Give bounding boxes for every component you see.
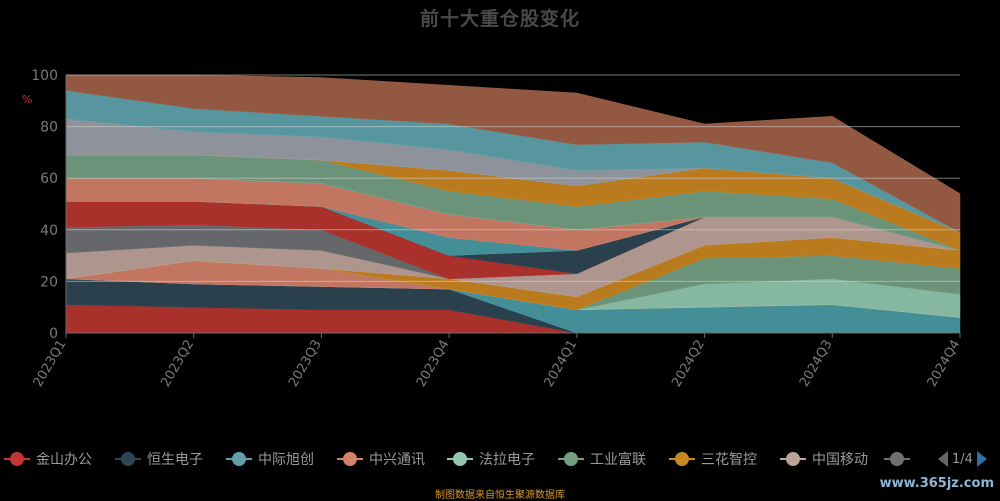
y-tick-label: 0 bbox=[49, 326, 58, 342]
x-tick-label: 2023Q2 bbox=[158, 338, 197, 390]
y-tick-label: 40 bbox=[40, 223, 58, 239]
legend-item[interactable]: 中兴通讯 bbox=[337, 448, 425, 470]
x-tick-label: 2024Q3 bbox=[797, 338, 836, 390]
legend-prev-icon[interactable] bbox=[938, 451, 948, 467]
legend-swatch-icon bbox=[558, 452, 584, 466]
watermark: www.365jz.com bbox=[879, 476, 994, 491]
legend-item[interactable]: 中国移动 bbox=[780, 448, 868, 470]
legend-swatch-icon bbox=[337, 452, 363, 466]
area-series-18 bbox=[65, 74, 961, 233]
legend: 金山办公 恒生电子 中际旭创 中兴通讯 法拉电子 工业富联 三花智控 中国移动 bbox=[0, 448, 1000, 470]
legend-page-indicator: 1/4 bbox=[952, 451, 973, 467]
legend-item[interactable]: 恒生电子 bbox=[115, 448, 203, 470]
legend-next-icon[interactable] bbox=[976, 451, 987, 467]
legend-label: 中国移动 bbox=[812, 452, 868, 468]
x-tick-label: 2024Q2 bbox=[669, 338, 708, 390]
legend-swatch-icon bbox=[780, 452, 806, 466]
legend-swatch-icon bbox=[669, 452, 695, 466]
legend-label: 中际旭创 bbox=[258, 452, 314, 468]
legend-label: 金山办公 bbox=[36, 452, 92, 468]
legend-swatch-icon bbox=[226, 452, 252, 466]
legend-item[interactable]: 工业富联 bbox=[558, 448, 646, 470]
y-tick-label: 60 bbox=[40, 171, 58, 187]
legend-label: 恒生电子 bbox=[147, 452, 203, 468]
legend-swatch-icon bbox=[884, 452, 910, 466]
legend-item[interactable] bbox=[884, 448, 916, 470]
data-source-note: 制图数据来自恒生聚源数据库 bbox=[435, 490, 565, 501]
y-tick-label: 100 bbox=[31, 68, 58, 84]
legend-swatch-icon bbox=[447, 452, 473, 466]
legend-item[interactable]: 法拉电子 bbox=[447, 448, 535, 470]
legend-label: 法拉电子 bbox=[479, 452, 535, 468]
legend-swatch-icon bbox=[115, 452, 141, 466]
legend-item[interactable]: 三花智控 bbox=[669, 448, 757, 470]
legend-pager: 1/4 bbox=[938, 448, 987, 470]
x-tick-label: 2023Q3 bbox=[286, 338, 325, 390]
legend-item[interactable]: 中际旭创 bbox=[226, 448, 314, 470]
x-tick-label: 2023Q1 bbox=[31, 338, 70, 390]
x-tick-label: 2023Q4 bbox=[414, 338, 453, 390]
y-tick-label: 20 bbox=[40, 274, 58, 290]
x-tick-label: 2024Q4 bbox=[925, 338, 964, 390]
legend-label: 中兴通讯 bbox=[369, 452, 425, 468]
chart-title: 前十大重仓股变化 bbox=[419, 8, 580, 30]
x-tick-label: 2024Q1 bbox=[542, 338, 581, 390]
y-axis-unit: % bbox=[22, 93, 33, 106]
legend-swatch-icon bbox=[4, 452, 30, 466]
legend-label: 三花智控 bbox=[701, 452, 757, 468]
legend-label: 工业富联 bbox=[590, 452, 646, 468]
legend-item[interactable]: 金山办公 bbox=[4, 448, 92, 470]
y-tick-label: 80 bbox=[40, 120, 58, 136]
